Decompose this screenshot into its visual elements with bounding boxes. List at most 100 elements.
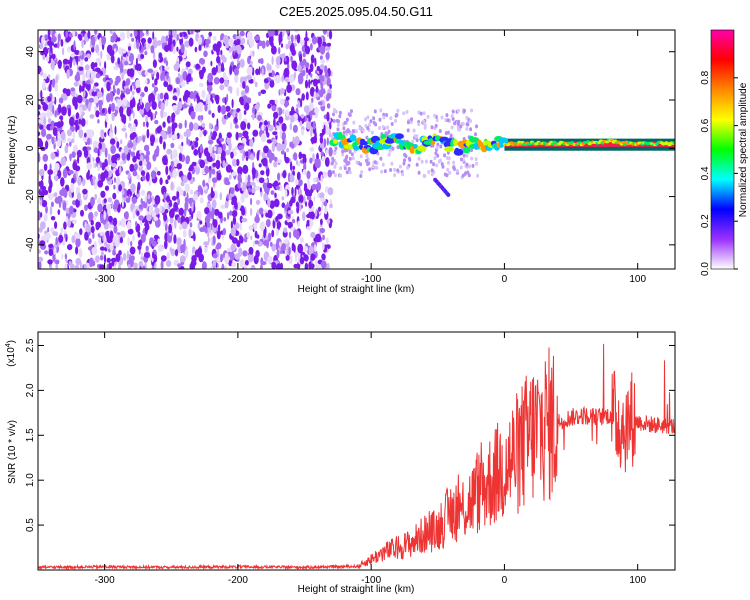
scatter-cell [333, 151, 337, 156]
noise-cell [179, 134, 184, 140]
noise-cell [257, 42, 260, 50]
scatter-cell [350, 152, 354, 157]
scatter-cell [430, 168, 434, 173]
noise-cell [165, 165, 169, 176]
noise-cell [176, 132, 180, 139]
scatter-cell [427, 170, 431, 174]
noise-cell [207, 212, 213, 218]
scatter-cell [342, 126, 346, 131]
noise-cell [267, 197, 271, 208]
noise-cell [65, 30, 69, 39]
noise-cell [170, 181, 174, 191]
noise-cell [328, 147, 333, 157]
noise-cell [212, 219, 218, 228]
scatter-cell [396, 168, 400, 173]
noise-cell [296, 33, 301, 44]
noise-cell [205, 42, 209, 48]
noise-cell [314, 108, 319, 114]
noise-cell [140, 95, 143, 106]
noise-cell [49, 180, 53, 189]
noise-cell [215, 159, 221, 170]
noise-cell [131, 37, 135, 42]
noise-cell [151, 101, 157, 110]
scatter-cell [452, 160, 456, 165]
noise-cell [104, 132, 107, 138]
noise-cell [145, 78, 148, 84]
scatter-cell [436, 142, 440, 147]
noise-cell [242, 164, 249, 174]
y-tick-label: 2.0 [25, 383, 36, 397]
noise-cell [311, 97, 314, 103]
noise-cell [230, 55, 233, 60]
noise-cell [120, 139, 123, 145]
noise-cell [168, 223, 173, 234]
svg-text:(x104): (x104) [5, 340, 17, 367]
noise-cell [163, 191, 166, 202]
noise-cell [258, 66, 261, 76]
noise-cell [314, 57, 317, 67]
noise-cell [157, 93, 160, 102]
noise-cell [127, 236, 130, 246]
noise-cell [294, 136, 300, 146]
noise-cell [281, 75, 285, 82]
noise-cell [45, 232, 51, 240]
noise-cell [199, 220, 203, 225]
noise-cell [139, 108, 145, 115]
noise-cell [315, 92, 320, 98]
noise-cell [152, 51, 156, 60]
scatter-cell [423, 174, 427, 178]
noise-cell [170, 142, 175, 149]
noise-cell [129, 68, 135, 78]
scatter-cell [408, 157, 412, 162]
noise-cell [307, 178, 310, 184]
noise-cell [303, 162, 307, 172]
noise-cell [273, 161, 278, 168]
noise-cell [62, 58, 69, 65]
signal-cell [332, 139, 338, 144]
noise-cell [160, 102, 165, 111]
noise-cell [85, 53, 91, 59]
noise-cell [190, 106, 194, 111]
noise-cell [53, 175, 59, 181]
noise-cell [319, 64, 325, 70]
noise-cell [298, 76, 304, 85]
noise-cell [282, 53, 286, 58]
noise-cell [261, 124, 265, 131]
scatter-cell [415, 162, 419, 167]
scatter-cell [390, 122, 394, 126]
noise-cell [298, 152, 302, 158]
noise-cell [132, 123, 136, 132]
noise-cell [229, 65, 233, 76]
noise-cell [47, 96, 52, 103]
noise-cell [138, 135, 143, 142]
noise-cell [237, 181, 241, 189]
noise-cell [113, 225, 118, 234]
noise-cell [167, 204, 170, 210]
noise-cell [325, 149, 328, 156]
noise-cell [75, 112, 80, 120]
noise-cell [220, 105, 227, 115]
noise-cell [172, 30, 177, 38]
noise-cell [292, 219, 296, 224]
noise-cell [153, 216, 159, 222]
noise-cell [212, 259, 217, 268]
x-tick-label: -100 [361, 575, 381, 586]
noise-cell [43, 73, 48, 80]
noise-cell [112, 192, 117, 200]
noise-cell [98, 99, 103, 107]
scatter-cell [417, 156, 421, 161]
noise-cell [291, 60, 298, 70]
scatter-cell [439, 144, 443, 149]
noise-cell [116, 141, 120, 149]
noise-cell [315, 233, 321, 243]
scatter-cell [354, 129, 358, 134]
noise-cell [108, 262, 113, 269]
noise-cell [306, 170, 311, 180]
scatter-cell [364, 117, 367, 122]
noise-cell [323, 200, 328, 207]
noise-cell [156, 126, 162, 134]
noise-cell [48, 83, 52, 92]
noise-cell [249, 50, 253, 58]
noise-cell [130, 84, 133, 92]
noise-cell [114, 48, 117, 53]
